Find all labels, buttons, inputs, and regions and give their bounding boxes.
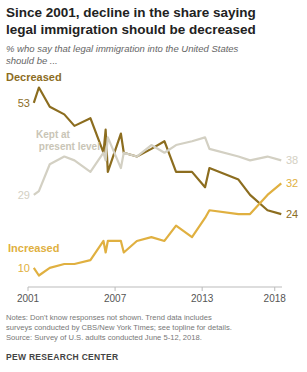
label-line: Kept at: [36, 129, 71, 140]
series-line: [34, 183, 281, 275]
x-tick: [28, 287, 29, 291]
x-tick: [115, 287, 116, 291]
title: Since 2001, decline in the share saying: [6, 5, 256, 20]
note: Source: Survey of U.S. adults conducted …: [6, 333, 202, 342]
title: legal immigration should be decreased: [6, 22, 256, 37]
note: Notes: Don't know responses not shown. T…: [6, 313, 212, 322]
chart: Since 2001, decline in the share saying l…: [0, 0, 307, 372]
label-line: present level: [36, 141, 100, 152]
series-line: [34, 88, 281, 215]
end-label: 24: [286, 208, 298, 220]
start-label: 29: [18, 189, 30, 201]
note: surveys conducted by CBS/New York Times;…: [6, 323, 232, 332]
start-label: 10: [18, 262, 30, 274]
subtitle: % who say that legal immigration into th…: [6, 43, 239, 54]
lines: [34, 88, 281, 276]
x-tick-label: 2001: [17, 293, 40, 304]
source: PEW RESEARCH CENTER: [6, 352, 118, 362]
series-line: [34, 137, 281, 195]
series-label: Increased: [8, 242, 59, 254]
x-tick-label: 2013: [191, 293, 214, 304]
x-tick-label: 2007: [104, 293, 127, 304]
x-tick: [274, 287, 275, 291]
subtitle: should be ...: [6, 55, 58, 66]
x-tick: [202, 287, 203, 291]
x-tick-label: 2018: [264, 293, 287, 304]
end-label: 38: [286, 154, 298, 166]
start-label: 53: [18, 97, 30, 109]
series-label: Decreased: [6, 71, 62, 83]
x-axis: [28, 287, 282, 288]
end-label: 32: [286, 177, 298, 189]
series-label: Kept at present level: [36, 129, 100, 152]
